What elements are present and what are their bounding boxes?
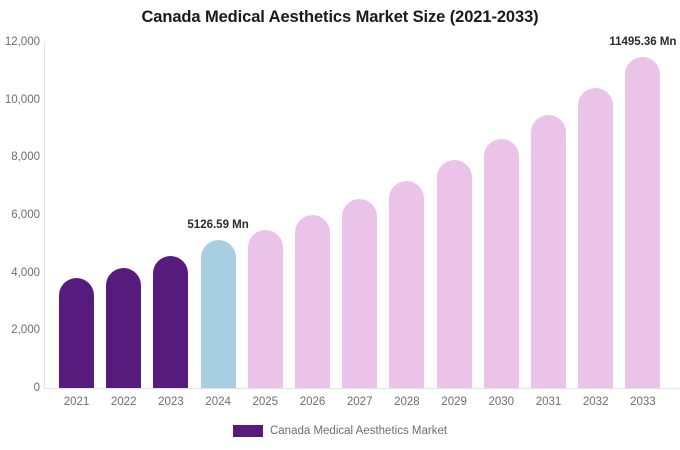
- bar-column: [389, 42, 425, 388]
- bar-2026[interactable]: [295, 214, 330, 388]
- y-axis-tick-label: 6,000: [11, 209, 40, 221]
- legend-swatch-canada-medical-aesthetics-market: [232, 425, 263, 437]
- bar-column: [295, 42, 330, 388]
- bar-2027[interactable]: [342, 198, 378, 388]
- x-axis-tick-label: 2026: [299, 396, 326, 408]
- data-label-2033: 11495.36 Mn: [609, 35, 677, 48]
- bar-column: [531, 42, 566, 388]
- y-axis-tick-label: 0: [33, 382, 40, 394]
- bar-2025[interactable]: [247, 229, 283, 388]
- x-axis-tick-label: 2024: [205, 396, 231, 408]
- bar-column: [578, 42, 614, 388]
- x-axis-tick-label: 2033: [630, 396, 656, 408]
- x-axis-line: [44, 388, 680, 389]
- y-axis-line: [44, 42, 45, 389]
- bar-2031[interactable]: [531, 115, 566, 388]
- x-axis-tick-label: 2022: [110, 396, 137, 408]
- y-axis-tick-label: 4,000: [11, 266, 40, 279]
- bar-2028[interactable]: [389, 180, 425, 388]
- chart-legend: Canada Medical Aesthetics Market: [0, 425, 680, 437]
- bar-2032[interactable]: [578, 87, 614, 388]
- bar-2021[interactable]: [59, 277, 94, 388]
- x-axis-tick-label: 2023: [158, 396, 184, 408]
- bar-column: [436, 42, 472, 388]
- bar-column: [200, 42, 236, 388]
- bar-column: [247, 42, 283, 388]
- y-axis-tick-label: 8,000: [11, 151, 40, 164]
- x-axis-tick-label: 2029: [441, 396, 467, 408]
- bar-2029[interactable]: [436, 160, 472, 388]
- plot-area: [44, 42, 680, 388]
- chart-title: Canada Medical Aesthetics Market Size (2…: [141, 8, 539, 26]
- bar-column: [153, 42, 189, 388]
- y-axis-tick-label: 2,000: [11, 324, 40, 337]
- bar-2022[interactable]: [106, 268, 142, 388]
- x-axis-tick-label: 2021: [63, 396, 90, 408]
- bar-2030[interactable]: [483, 138, 519, 388]
- bar-2024[interactable]: [200, 240, 236, 388]
- data-label-2024: 5126.59 Mn: [187, 219, 249, 232]
- x-axis-tick-label: 2031: [535, 396, 562, 408]
- bar-column: [625, 42, 661, 388]
- bar-column: [483, 42, 519, 388]
- x-axis-tick-label: 2030: [488, 396, 515, 408]
- legend-label-canada-medical-aesthetics-market: Canada Medical Aesthetics Market: [269, 425, 448, 437]
- bar-column: [106, 42, 142, 388]
- bar-2033[interactable]: [625, 56, 661, 388]
- y-axis-tick-label: 10,000: [4, 93, 40, 106]
- bar-column: [59, 42, 94, 388]
- bar-2023[interactable]: [153, 255, 189, 388]
- y-axis-tick-label: 12,000: [4, 36, 40, 48]
- y-axis: 0 2,000 4,000 6,000 8,000 10,000 12,000: [0, 0, 40, 450]
- bar-column: [342, 42, 378, 388]
- x-axis-tick-label: 2032: [582, 396, 609, 408]
- x-axis-tick-label: 2027: [346, 396, 373, 408]
- x-axis-tick-label: 2028: [394, 396, 420, 408]
- x-axis-tick-label: 2025: [252, 396, 279, 408]
